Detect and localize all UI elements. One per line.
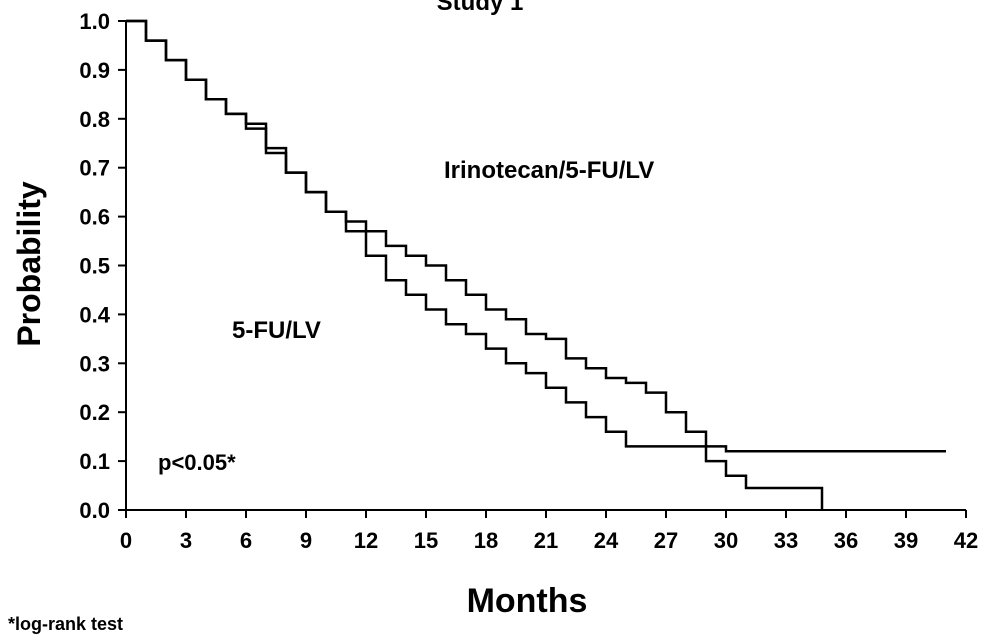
annotation-pvalue: p<0.05* xyxy=(158,450,236,475)
x-tick-label: 9 xyxy=(300,528,312,553)
y-tick-label: 1.0 xyxy=(79,9,110,34)
footnote: *log-rank test xyxy=(8,614,124,634)
chart-title: Study 1 xyxy=(437,0,524,16)
y-axis-label: Probability xyxy=(11,181,47,347)
y-tick-label: 0.5 xyxy=(79,254,110,279)
x-tick-label: 39 xyxy=(894,528,918,553)
x-axis-label: Months xyxy=(467,582,588,620)
x-tick-label: 24 xyxy=(594,528,619,553)
x-tick-label: 0 xyxy=(120,528,132,553)
x-tick-label: 12 xyxy=(354,528,378,553)
axes: 0 3 6 9 12 15 18 21 24 27 30 33 36 39 420.00.10.20.30.… xyxy=(79,9,978,553)
x-tick-label: 33 xyxy=(774,528,798,553)
x-tick-label: 30 xyxy=(714,528,738,553)
y-tick-label: 0.2 xyxy=(79,400,110,425)
y-tick-label: 0.9 xyxy=(79,58,110,83)
annotation-irinotecan: Irinotecan/5-FU/LV xyxy=(444,157,654,184)
y-tick-label: 0.4 xyxy=(79,302,110,327)
series-line-1 xyxy=(126,19,824,510)
y-tick-label: 0.3 xyxy=(79,351,110,376)
series-line-0 xyxy=(126,19,946,453)
y-tick-label: 0.1 xyxy=(79,449,110,474)
y-tick-label: 0.0 xyxy=(79,498,110,523)
x-tick-label: 3 xyxy=(180,528,192,553)
x-tick-label: 18 xyxy=(474,528,498,553)
x-tick-label: 36 xyxy=(834,528,858,553)
x-tick-label: 42 xyxy=(954,528,978,553)
x-tick-label: 27 xyxy=(654,528,678,553)
y-tick-label: 0.8 xyxy=(79,107,110,132)
y-tick-label: 0.6 xyxy=(79,205,110,230)
x-tick-label: 6 xyxy=(240,528,252,553)
annotation-5fu: 5-FU/LV xyxy=(232,317,321,344)
x-tick-label: 21 xyxy=(534,528,558,553)
x-tick-label: 15 xyxy=(414,528,438,553)
series-layer xyxy=(126,19,946,510)
y-tick-label: 0.7 xyxy=(79,156,110,181)
